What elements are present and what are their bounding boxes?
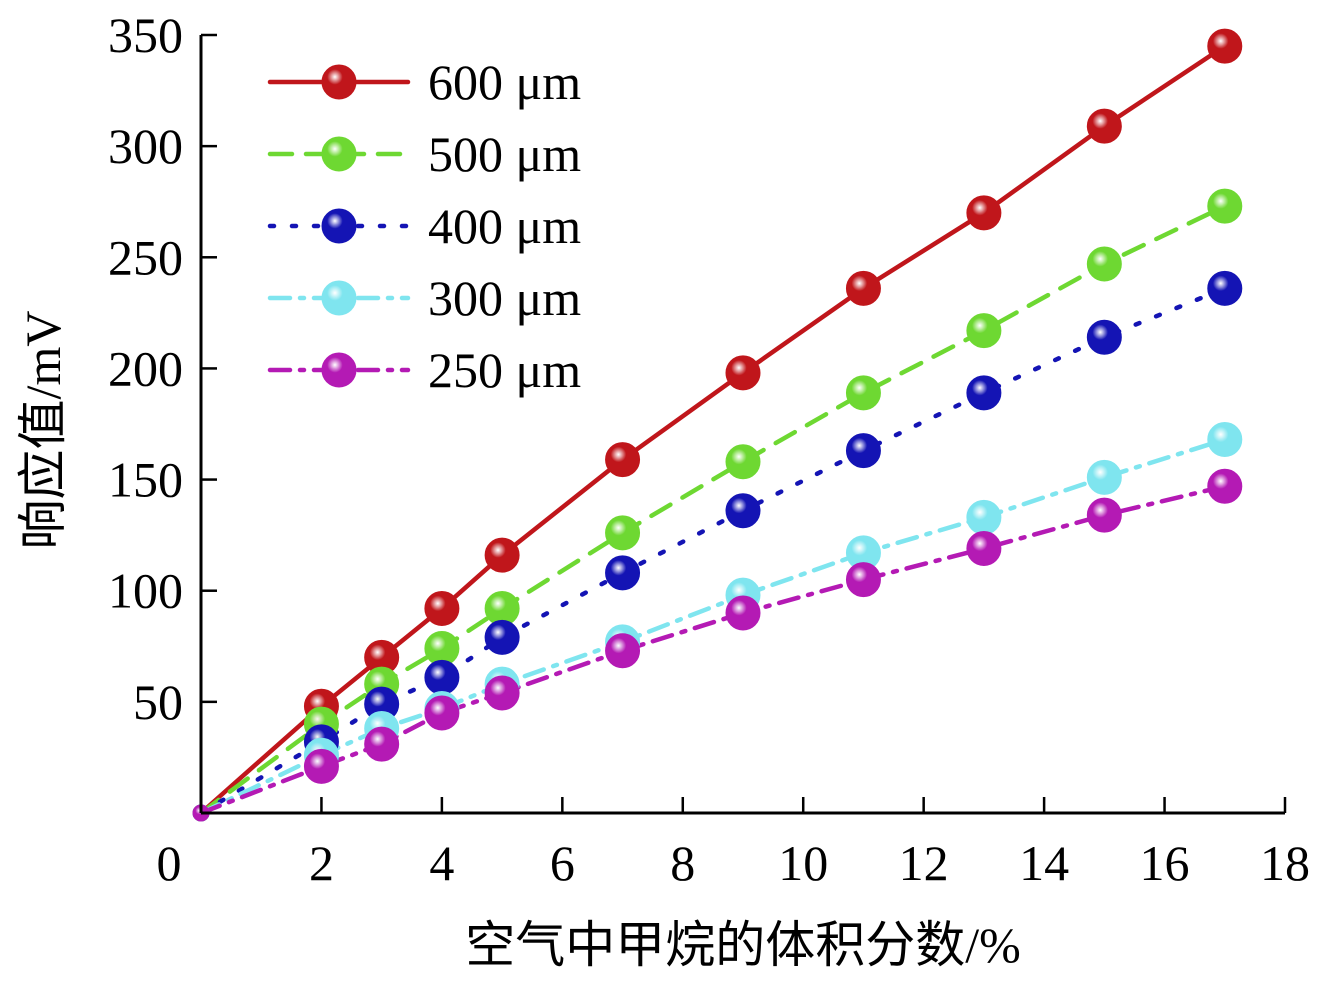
legend-marker <box>321 136 357 172</box>
data-point <box>1086 108 1122 144</box>
y-tick-label: 50 <box>133 674 183 730</box>
data-point <box>1207 422 1243 458</box>
data-point <box>484 619 520 655</box>
data-point <box>605 442 641 478</box>
legend-label: 300 μm <box>428 270 581 326</box>
data-point <box>1086 459 1122 495</box>
data-point <box>1086 497 1122 533</box>
data-point <box>845 375 881 411</box>
legend-label: 500 μm <box>428 126 581 182</box>
data-point <box>845 270 881 306</box>
data-point <box>966 499 1002 535</box>
x-tick-label: 12 <box>899 835 949 891</box>
legend-label: 600 μm <box>428 54 581 110</box>
data-point <box>1086 319 1122 355</box>
data-point <box>966 375 1002 411</box>
legend: 600 μm 500 μm 400 μm 300 μm 250 μm <box>267 54 581 398</box>
y-tick-label: 300 <box>108 118 183 174</box>
y-axis-title: 响应值/mV <box>15 311 71 550</box>
x-tick-label: 14 <box>1019 835 1069 891</box>
x-tick-label: 18 <box>1260 835 1310 891</box>
data-point <box>424 590 460 626</box>
data-point <box>1207 468 1243 504</box>
data-point <box>966 195 1002 231</box>
data-point <box>424 659 460 695</box>
legend-marker <box>321 208 357 244</box>
data-point <box>725 493 761 529</box>
data-point <box>605 633 641 669</box>
data-point <box>364 726 400 762</box>
data-point <box>1207 270 1243 306</box>
x-axis-title: 空气中甲烷的体积分数/% <box>465 917 1021 973</box>
data-point <box>484 537 520 573</box>
data-point <box>424 695 460 731</box>
data-point <box>845 433 881 469</box>
x-tick-label: 16 <box>1140 835 1190 891</box>
data-point <box>845 562 881 598</box>
data-point <box>1207 28 1243 64</box>
ticks-layer: 0 2 4 6 8 10 12 14 16 18 50 100 150 200 250 300 350 <box>108 7 1310 891</box>
x-tick-label: 0 <box>157 835 182 891</box>
data-point <box>966 530 1002 566</box>
y-tick-label: 150 <box>108 452 183 508</box>
legend-marker <box>321 352 357 388</box>
data-point <box>1086 246 1122 282</box>
data-point <box>725 595 761 631</box>
legend-label: 400 μm <box>428 198 581 254</box>
x-tick-label: 10 <box>778 835 828 891</box>
y-tick-label: 200 <box>108 340 183 396</box>
data-point <box>605 515 641 551</box>
x-tick-label: 8 <box>670 835 695 891</box>
x-tick-label: 2 <box>309 835 334 891</box>
legend-marker <box>321 280 357 316</box>
data-point <box>725 355 761 391</box>
data-point <box>605 555 641 591</box>
data-point <box>484 675 520 711</box>
axes-layer <box>199 35 1285 815</box>
data-point <box>303 748 339 784</box>
data-point <box>725 444 761 480</box>
y-tick-label: 100 <box>108 563 183 619</box>
data-point <box>1207 188 1243 224</box>
series-line <box>198 437 1228 816</box>
y-tick-label: 250 <box>108 229 183 285</box>
x-tick-label: 6 <box>550 835 575 891</box>
legend-label: 250 μm <box>428 342 581 398</box>
legend-marker <box>321 64 357 100</box>
x-tick-label: 4 <box>429 835 454 891</box>
data-point <box>966 313 1002 349</box>
y-tick-label: 350 <box>108 7 183 63</box>
series-line <box>198 483 1228 816</box>
